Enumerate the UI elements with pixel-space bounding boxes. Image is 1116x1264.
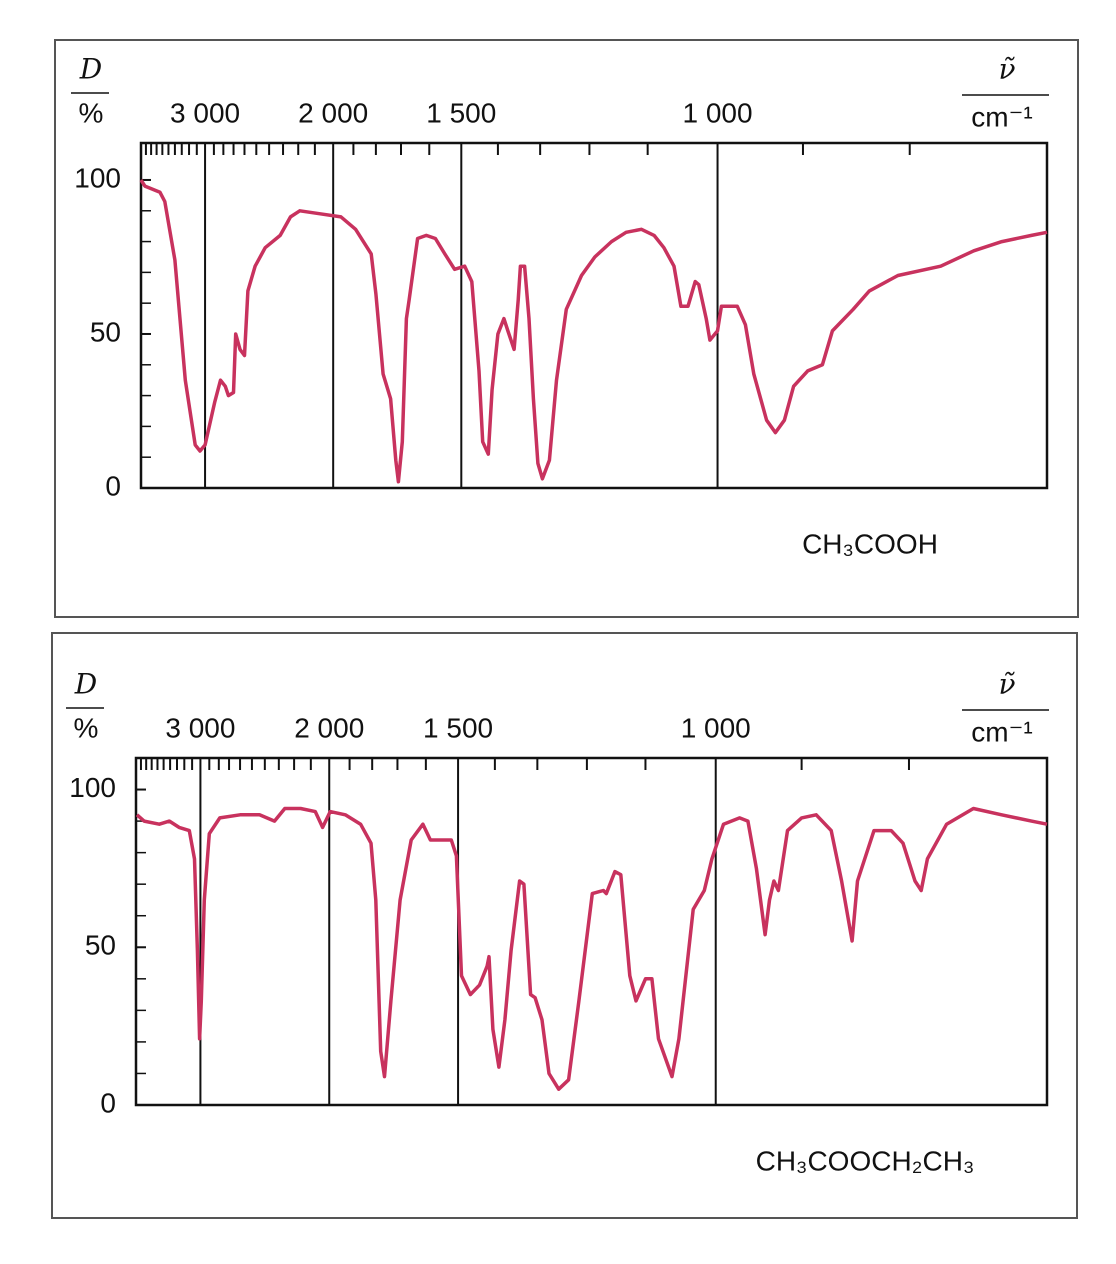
y-tick-label: 50 <box>90 316 121 347</box>
x-tick-label: 1 500 <box>423 712 493 743</box>
y-axis-symbol: D <box>79 53 102 86</box>
y-axis-unit: % <box>79 97 104 128</box>
x-tick-label: 2 000 <box>294 712 364 743</box>
x-tick-label: 2 000 <box>298 97 368 128</box>
plot-frame <box>134 756 1049 1107</box>
y-tick-label: 50 <box>85 930 116 961</box>
x-tick-label: 1 000 <box>683 97 753 128</box>
x-axis-unit: cm⁻¹ <box>971 101 1032 132</box>
spectrum-line <box>135 806 1048 1091</box>
x-axis-unit: cm⁻¹ <box>971 716 1032 747</box>
compound-label: CH₃COOCH₂CH₃ <box>756 1145 975 1176</box>
x-axis-symbol: ν̃ <box>998 668 1015 701</box>
x-tick-label: 3 000 <box>170 97 240 128</box>
panel-frame <box>51 632 1078 1219</box>
panel-frame <box>54 39 1079 618</box>
x-axis-symbol: ν̃ <box>998 53 1015 86</box>
y-tick-label: 0 <box>105 470 121 501</box>
plot-frame <box>139 141 1049 490</box>
y-axis-symbol: D <box>74 668 97 701</box>
y-tick-label: 100 <box>69 772 116 803</box>
y-axis-unit: % <box>74 712 99 743</box>
y-tick-label: 0 <box>100 1087 116 1118</box>
x-tick-label: 1 000 <box>681 712 751 743</box>
x-tick-label: 1 500 <box>426 97 496 128</box>
spectrum-line <box>139 179 1048 484</box>
x-tick-label: 3 000 <box>165 712 235 743</box>
y-tick-label: 100 <box>74 162 121 193</box>
compound-label: CH₃COOH <box>802 528 938 559</box>
